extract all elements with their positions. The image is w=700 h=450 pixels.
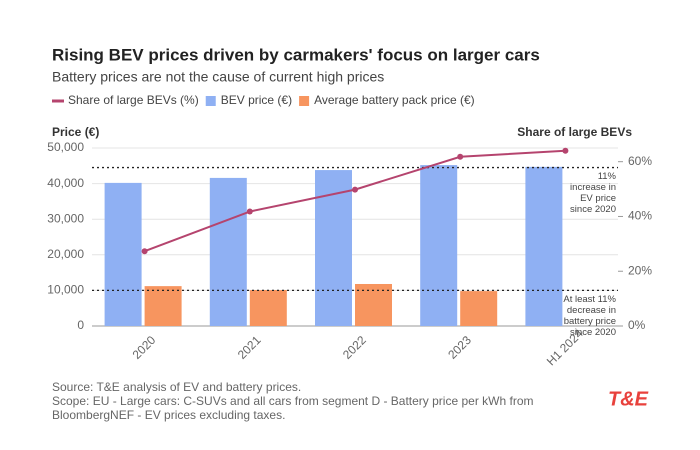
legend-label: Share of large BEVs (%) — [68, 93, 199, 107]
y2-axis-label: Share of large BEVs — [517, 125, 632, 139]
legend-label: BEV price (€) — [221, 93, 292, 107]
y-tick-label: 30,000 — [47, 211, 84, 225]
legend-swatch — [205, 96, 216, 106]
annotation: increase in — [570, 182, 616, 193]
chart-title: Rising BEV prices driven by carmakers' f… — [52, 45, 540, 64]
x-tick-label: 2023 — [445, 333, 474, 362]
chart-subtitle: Battery prices are not the cause of curr… — [52, 69, 384, 85]
annotation: decrease in — [567, 305, 616, 316]
point — [141, 248, 148, 255]
line — [144, 149, 566, 253]
point — [246, 208, 253, 215]
source-note: Source: T&E analysis of EV and battery p… — [52, 380, 302, 394]
y2-tick-label: 60% — [628, 154, 652, 168]
bar — [460, 291, 498, 326]
bar — [249, 290, 287, 326]
legend-label: Average battery pack price (€) — [314, 93, 475, 107]
y-tick-label: 0 — [77, 318, 84, 332]
annotation: battery price — [564, 316, 616, 327]
point — [457, 153, 464, 160]
logo: T&E — [608, 388, 649, 410]
annotation: EV price — [580, 193, 616, 204]
y2-tick-label: 40% — [628, 209, 652, 223]
bar — [209, 177, 247, 326]
bar — [104, 182, 142, 326]
bar — [144, 286, 182, 326]
annotation: At least 11% — [563, 294, 616, 305]
x-tick-label: 2022 — [340, 333, 369, 362]
y-axis-label: Price (€) — [52, 125, 99, 139]
annotation: since 2020 — [570, 204, 616, 215]
point — [352, 186, 358, 193]
bar — [420, 165, 458, 326]
y-tick-label: 40,000 — [47, 176, 84, 190]
y-tick-label: 50,000 — [47, 140, 84, 154]
x-tick-label: 2021 — [235, 333, 264, 362]
y2-tick-label: 0% — [628, 318, 646, 332]
y-tick-label: 20,000 — [47, 247, 84, 261]
scope-note: Scope: EU - Large cars: C-SUVs and all c… — [52, 394, 534, 422]
legend-swatch — [299, 96, 310, 106]
annotation: since 2020 — [570, 327, 616, 338]
bar — [525, 166, 563, 326]
y2-tick-label: 20% — [628, 263, 652, 277]
point — [562, 147, 569, 154]
notes: Source: T&E analysis of EV and battery p… — [52, 380, 572, 422]
annotation: 11% — [598, 171, 617, 182]
y-tick-label: 10,000 — [47, 283, 84, 297]
x-tick-label: 2020 — [130, 333, 159, 362]
